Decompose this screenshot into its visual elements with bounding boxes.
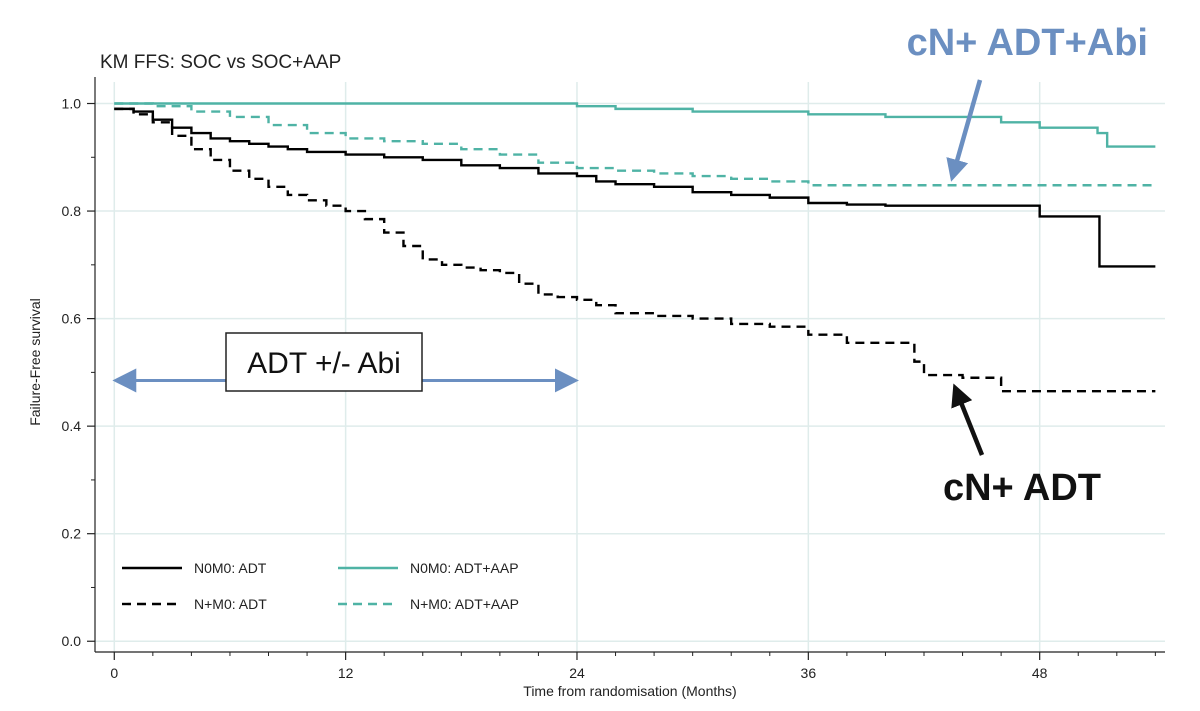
legend-label: N0M0: ADT+AAP [410, 560, 519, 576]
axes: 0.0 0.2 0.4 0.6 0.8 1.0 0 12 24 36 48 [62, 77, 1165, 681]
y-tick-label: 0.0 [62, 633, 82, 649]
x-tick-label: 36 [801, 665, 817, 681]
y-tick-label: 1.0 [62, 96, 82, 112]
series-line-n-m0-adt-aap [114, 102, 1156, 187]
annotation-box-label: ADT +/- Abi [247, 347, 401, 380]
top-annotation-label: cN+ ADT+Abi [907, 22, 1148, 64]
y-tick-label: 0.4 [62, 418, 82, 434]
y-tick-label: 0.2 [62, 526, 82, 542]
annotation-box [225, 332, 423, 392]
x-axis-label: Time from randomisation (Months) [523, 683, 736, 699]
series-lines [114, 102, 1156, 393]
legend-label: N+M0: ADT [194, 596, 267, 612]
legend-label: N+M0: ADT+AAP [410, 596, 519, 612]
x-tick-label: 24 [569, 665, 585, 681]
bottom-annotation-label: cN+ ADT [943, 467, 1101, 509]
chart-title: KM FFS: SOC vs SOC+AAP [100, 52, 341, 73]
legend-label: N0M0: ADT [194, 560, 267, 576]
x-tick-label: 12 [338, 665, 354, 681]
bottom-annotation-arrow [951, 383, 985, 456]
x-tick-label: 48 [1032, 665, 1048, 681]
annotations: ADT +/- Abi cN+ ADT+Abi cN+ ADT [112, 22, 1148, 509]
series-line-n0m0-adt-aap [114, 102, 1156, 148]
legend: N0M0: ADT N0M0: ADT+AAP N+M0: ADT N+M0: ADT… [122, 560, 519, 612]
series-line-n0m0-adt [114, 107, 1156, 268]
top-annotation-arrow [946, 79, 983, 182]
y-tick-label: 0.8 [62, 203, 82, 219]
y-axis-label: Failure-Free survival [27, 298, 43, 426]
series-line-n-m0-adt [114, 107, 1156, 393]
x-tick-label: 0 [110, 665, 118, 681]
y-tick-label: 0.6 [62, 311, 82, 327]
